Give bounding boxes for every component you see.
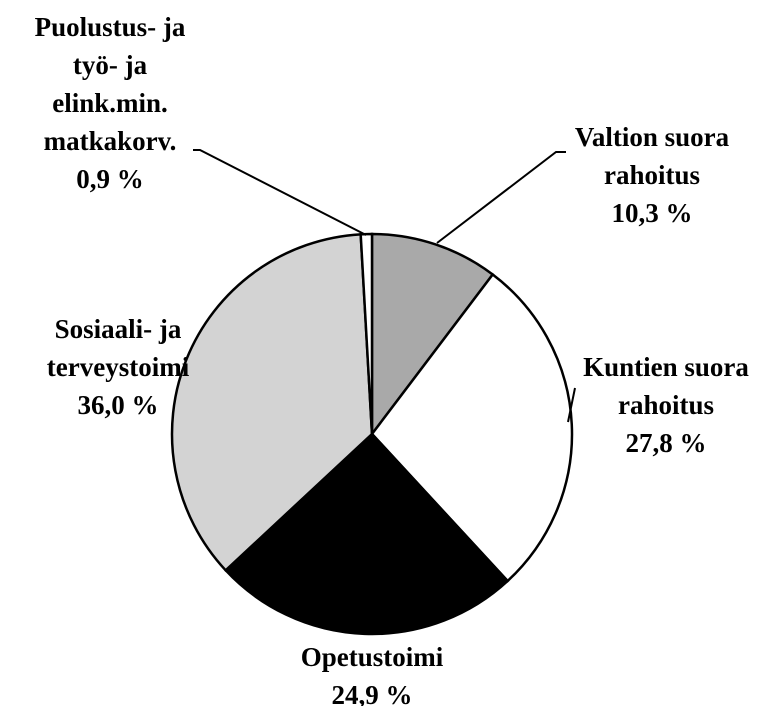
label-line: Valtion suora [575,122,730,152]
label-line: elink.min. [52,88,168,118]
pie-slice [370,232,495,438]
category-label: Kuntien suora rahoitus [583,352,749,420]
value-label: 10,3 % [612,198,693,228]
category-label: Valtion suora rahoitus [575,122,730,190]
label-line: rahoitus [604,160,700,190]
label-line: Sosiaali- ja [55,314,182,344]
category-label: Puolustus- ja työ- ja elink.min. matkakorv. [35,12,186,156]
pie-slice [223,432,510,636]
category-label: Sosiaali- ja terveystoimi [47,314,190,382]
pie-slice [370,272,574,583]
label-line: Kuntien suora [583,352,749,382]
label-line: matkakorv. [44,126,177,156]
value-label: 27,8 % [626,428,707,458]
leader-line [567,387,576,423]
leader-line [193,149,367,236]
pie-slice [170,232,374,573]
label-line: terveystoimi [47,352,190,382]
category-label: Opetustoimi [301,642,444,672]
label-line: työ- ja [73,50,148,80]
value-label: 0,9 % [76,164,144,194]
label-line: Puolustus- ja [35,12,186,42]
value-label: 24,9 % [332,680,413,706]
label-line: rahoitus [618,390,714,420]
value-label: 36,0 % [78,390,159,420]
label-line: Opetustoimi [301,642,444,672]
leader-line [436,151,566,244]
